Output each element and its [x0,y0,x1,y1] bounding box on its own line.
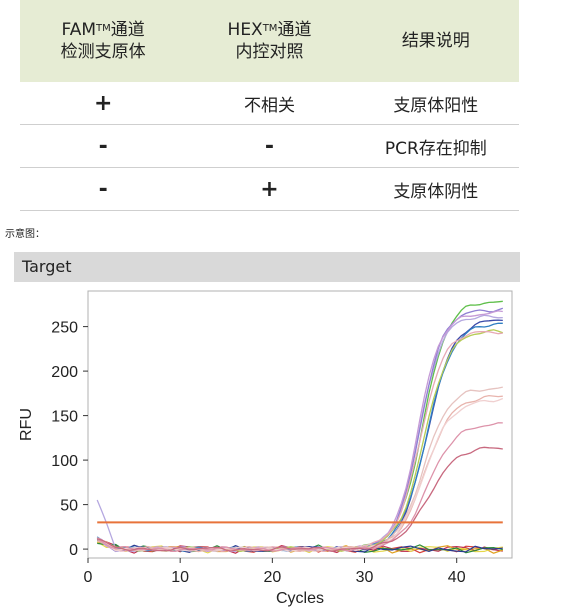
table-cell: + [260,176,279,202]
header-fam: FAMTM通道 检测支原体 [60,20,146,62]
x-tick-label: 30 [356,569,374,586]
positive-curve [96,329,504,552]
figure-caption: 示意图： [5,229,45,240]
positive-curve [96,386,503,552]
y-tick-label: 100 [51,453,78,470]
y-tick-label: 250 [51,320,78,337]
y-tick-label: 150 [51,409,78,426]
positive-curve [96,322,503,552]
table-cell: 支原体阴性 [393,181,479,202]
table-cell: 支原体阳性 [393,95,479,116]
header-result: 结果说明 [401,31,470,51]
x-tick-label: 0 [84,569,93,586]
x-tick-label: 20 [263,569,281,586]
y-axis-label: RFU [18,408,35,441]
table-row: - - PCR存在抑制 [20,125,519,168]
table-row: - + 支原体阴性 [20,168,519,211]
chart-header: Target [14,252,520,282]
table-cell: - [98,176,108,202]
x-tick-label: 40 [448,569,466,586]
table-cell: - [264,133,275,159]
positive-curve [96,314,503,553]
plot-frame [87,290,513,559]
y-tick-label: 50 [60,498,78,515]
table-row: + 不相关 支原体阳性 [20,82,519,125]
table-cell: 不相关 [243,95,295,116]
table-cell: PCR存在抑制 [384,138,487,159]
table-cell: + [93,90,113,116]
positive-curve [96,319,503,552]
header-hex: HEXTM通道 内控对照 [227,20,312,62]
table-header: FAMTM通道 检测支原体 HEXTM通道 内控对照 结果说明 [20,0,519,82]
x-tick-label: 10 [171,569,189,586]
y-tick-label: 200 [51,364,78,381]
x-axis-label: Cycles [276,590,324,607]
chart-header-label: Target [22,257,72,276]
table-cell: - [98,133,108,159]
y-tick-label: 0 [69,542,78,559]
positive-curve [96,446,503,552]
positive-curve [96,330,503,553]
result-table: FAMTM通道 检测支原体 HEXTM通道 内控对照 结果说明 + 不相关 支原… [20,0,519,211]
positive-curve [96,422,503,553]
